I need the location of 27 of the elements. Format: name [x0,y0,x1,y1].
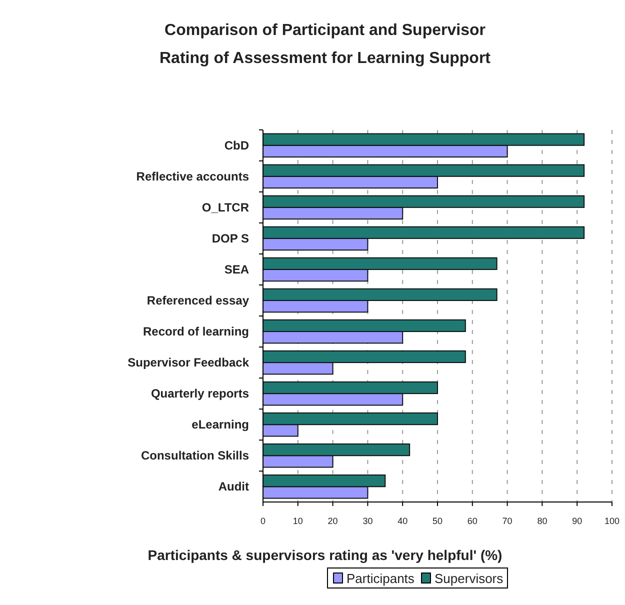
y-tick-label: DOP S [212,231,249,246]
x-tick-label: 40 [398,516,408,526]
legend-label: Participants [346,571,415,586]
x-axis-title: Participants & supervisors rating as 'very helpful' (%) [148,547,502,563]
y-tick-label: SEA [224,262,250,276]
y-tick-label: Referenced essay [146,293,250,308]
x-tick-label: 80 [537,516,548,526]
y-tick-label: Supervisor Feedback [128,356,250,370]
x-tick-label: 70 [502,516,512,526]
x-tick-label: 10 [292,516,303,526]
y-tick-label: Record of learning [142,324,249,339]
y-tick-label: Quarterly reports [150,386,250,401]
y-tick-label: CbD [224,138,250,152]
x-tick-label: 30 [362,516,373,526]
legend-label: Supervisors [434,571,504,586]
x-tick-label: 50 [432,516,443,526]
y-tick-label: O_LTCR [202,200,250,214]
y-tick-label: eLearning [192,418,249,432]
x-tick-label: 60 [467,516,478,526]
x-tick-label: 90 [572,516,582,526]
y-tick-label: Reflective accounts [136,169,250,184]
x-tick-label: 20 [328,516,338,526]
x-tick-label: 100 [604,516,620,526]
chart-title: Comparison of Participant and Supervisor Rating of Assessment for Learning Support [160,22,492,67]
x-tick-label: 0 [260,516,266,526]
y-tick-label: Consultation Skills [140,448,250,463]
y-tick-label: Audit [218,480,250,494]
